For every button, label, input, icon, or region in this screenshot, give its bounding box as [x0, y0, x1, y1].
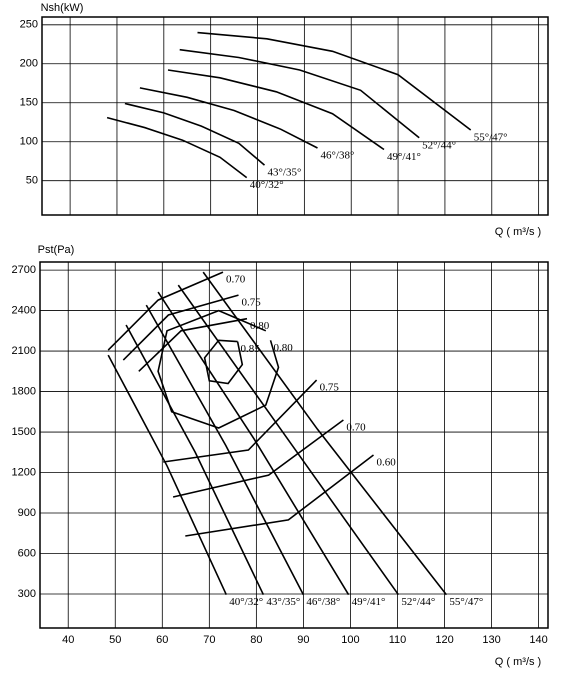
- curve: [122, 294, 239, 361]
- y-axis-title: Nsh(kW): [41, 2, 84, 14]
- curve-label: 43°/35°: [268, 167, 302, 179]
- curve-label: 0.75: [320, 382, 340, 394]
- curve: [107, 271, 224, 351]
- y-tick-label: 100: [20, 136, 38, 148]
- x-tick-label: 80: [250, 634, 262, 646]
- y-tick-label: 1800: [12, 385, 36, 397]
- curve-label: 0.70: [226, 274, 246, 286]
- y-tick-label: 50: [26, 175, 38, 187]
- plot-frame: [39, 261, 549, 629]
- y-tick-label: 2400: [12, 304, 36, 316]
- curve-label: 0.80: [250, 320, 270, 332]
- curve: [172, 419, 344, 498]
- curve-label: 40°/32°: [250, 179, 284, 191]
- x-tick-label: 110: [389, 634, 407, 646]
- y-tick-label: 300: [18, 588, 36, 600]
- x-axis-title: Q ( m³/s ): [495, 226, 541, 238]
- curve: [185, 454, 374, 537]
- x-tick-label: 60: [156, 634, 168, 646]
- curve: [124, 102, 266, 166]
- curve-label: 52°/44°: [401, 596, 435, 608]
- curve-label: 46°/38°: [320, 149, 354, 161]
- y-tick-label: 900: [18, 507, 36, 519]
- curve: [202, 271, 448, 596]
- curve: [125, 324, 265, 596]
- curve: [177, 284, 400, 596]
- x-tick-label: 50: [109, 634, 121, 646]
- plot-frame: [41, 16, 549, 216]
- y-tick-label: 200: [20, 58, 38, 70]
- curve-label: 52°/44°: [422, 139, 456, 151]
- curve: [107, 354, 228, 596]
- curve: [157, 291, 350, 596]
- curve: [179, 48, 420, 139]
- y-tick-label: 1500: [12, 426, 36, 438]
- x-tick-label: 40: [62, 634, 74, 646]
- curve: [106, 116, 248, 179]
- curve: [203, 339, 244, 385]
- curve-label: 55°/47°: [474, 132, 508, 144]
- x-tick-label: 120: [435, 634, 453, 646]
- curve-label: 40°/32°: [229, 596, 263, 608]
- curve-label: 0.85: [241, 343, 261, 355]
- curve: [139, 87, 318, 149]
- curve-label: 46°/38°: [306, 596, 340, 608]
- curve: [197, 31, 472, 131]
- x-tick-label: 100: [341, 634, 359, 646]
- curve-label: 0.80: [273, 342, 293, 354]
- curve-label: 0.70: [346, 422, 366, 434]
- curve-label: 0.60: [376, 457, 396, 469]
- curve-label: 49°/41°: [387, 151, 421, 163]
- curve: [138, 317, 248, 372]
- curve-label: 49°/41°: [352, 596, 386, 608]
- y-tick-label: 250: [20, 19, 38, 31]
- y-tick-label: 1200: [12, 466, 36, 478]
- curve: [167, 69, 385, 151]
- x-tick-label: 130: [482, 634, 500, 646]
- x-tick-label: 70: [203, 634, 215, 646]
- x-axis-title: Q ( m³/s ): [495, 656, 541, 668]
- y-tick-label: 2100: [12, 345, 36, 357]
- y-tick-label: 600: [18, 547, 36, 559]
- y-tick-label: 150: [20, 97, 38, 109]
- curve: [163, 379, 318, 463]
- y-tick-label: 2700: [12, 264, 36, 276]
- curve-label: 0.75: [241, 297, 261, 309]
- curve-label: 55°/47°: [449, 596, 483, 608]
- x-tick-label: 90: [297, 634, 309, 646]
- y-axis-title: Pst(Pa): [38, 244, 75, 256]
- curve-label: 43°/35°: [266, 596, 300, 608]
- curve: [157, 309, 280, 429]
- x-tick-label: 140: [529, 634, 547, 646]
- curve: [145, 304, 305, 596]
